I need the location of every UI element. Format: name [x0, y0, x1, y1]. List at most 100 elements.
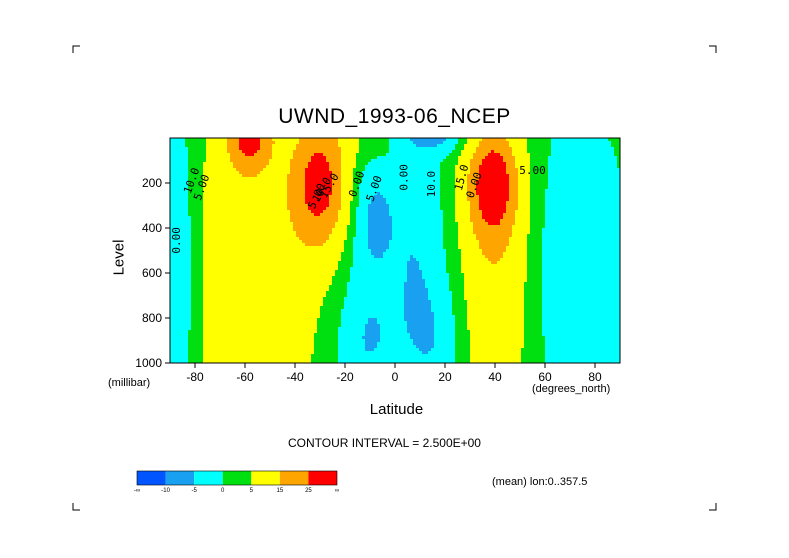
field-cell: [230, 165, 234, 169]
field-cell: [284, 276, 288, 280]
field-cell: [260, 261, 264, 265]
field-cell: [296, 276, 300, 280]
field-cell: [275, 267, 279, 271]
field-cell: [215, 147, 219, 151]
field-cell: [248, 330, 252, 334]
field-cell: [317, 252, 321, 256]
field-cell: [203, 333, 207, 337]
field-cell: [329, 351, 333, 355]
field-cell: [302, 324, 306, 328]
field-cell: [353, 342, 357, 346]
field-cell: [290, 192, 294, 196]
field-cell: [302, 237, 306, 241]
field-cell: [215, 306, 219, 310]
field-cell: [272, 351, 276, 355]
field-cell: [332, 312, 336, 316]
field-cell: [224, 186, 228, 190]
field-cell: [260, 324, 264, 328]
field-cell: [308, 279, 312, 283]
field-cell: [251, 288, 255, 292]
field-cell: [293, 231, 297, 235]
field-cell: [230, 312, 234, 316]
field-cell: [284, 261, 288, 265]
field-cell: [257, 342, 261, 346]
field-cell: [176, 252, 180, 256]
field-cell: [197, 306, 201, 310]
field-cell: [224, 255, 228, 259]
field-cell: [320, 147, 324, 151]
field-cell: [191, 276, 195, 280]
field-cell: [182, 138, 186, 142]
field-cell: [311, 189, 315, 193]
field-cell: [206, 303, 210, 307]
field-cell: [188, 291, 192, 295]
field-cell: [314, 306, 318, 310]
field-cell: [221, 180, 225, 184]
field-cell: [188, 354, 192, 358]
field-cell: [350, 303, 354, 307]
field-cell: [266, 360, 270, 363]
field-cell: [182, 249, 186, 253]
field-cell: [194, 288, 198, 292]
field-cell: [242, 306, 246, 310]
field-cell: [365, 336, 369, 340]
field-cell: [239, 207, 243, 211]
field-cell: [299, 261, 303, 265]
field-cell: [356, 258, 360, 262]
field-cell: [227, 330, 231, 334]
field-cell: [275, 213, 279, 217]
field-cell: [197, 270, 201, 274]
field-cell: [239, 219, 243, 223]
field-cell: [326, 330, 330, 334]
field-cell: [353, 195, 357, 199]
field-cell: [230, 297, 234, 301]
field-cell: [209, 297, 213, 301]
field-cell: [281, 297, 285, 301]
field-cell: [344, 324, 348, 328]
field-cell: [305, 279, 309, 283]
field-cell: [203, 168, 207, 172]
field-cell: [197, 321, 201, 325]
field-cell: [245, 354, 249, 358]
field-cell: [209, 354, 213, 358]
field-cell: [173, 273, 177, 277]
field-cell: [260, 351, 264, 355]
field-cell: [191, 159, 195, 163]
field-cell: [215, 315, 219, 319]
field-cell: [239, 342, 243, 346]
field-cell: [347, 273, 351, 277]
field-cell: [173, 186, 177, 190]
field-cell: [329, 198, 333, 202]
field-cell: [335, 258, 339, 262]
field-cell: [320, 288, 324, 292]
field-cell: [284, 306, 288, 310]
field-cell: [284, 225, 288, 229]
field-cell: [332, 228, 336, 232]
field-cell: [332, 342, 336, 346]
field-cell: [362, 144, 366, 148]
field-cell: [350, 228, 354, 232]
field-cell: [323, 327, 327, 331]
field-cell: [293, 294, 297, 298]
field-cell: [251, 324, 255, 328]
field-cell: [323, 297, 327, 301]
field-cell: [332, 318, 336, 322]
field-cell: [224, 294, 228, 298]
field-cell: [284, 321, 288, 325]
field-cell: [218, 285, 222, 289]
field-cell: [209, 234, 213, 238]
field-cell: [290, 195, 294, 199]
field-cell: [221, 351, 225, 355]
field-cell: [353, 138, 357, 142]
field-cell: [233, 333, 237, 337]
field-cell: [272, 174, 276, 178]
field-cell: [359, 189, 363, 193]
field-cell: [209, 222, 213, 226]
field-cell: [350, 168, 354, 172]
field-cell: [191, 150, 195, 154]
field-cell: [209, 330, 213, 334]
field-cell: [368, 258, 372, 262]
field-cell: [191, 189, 195, 193]
field-cell: [197, 141, 201, 145]
field-cell: [332, 309, 336, 313]
